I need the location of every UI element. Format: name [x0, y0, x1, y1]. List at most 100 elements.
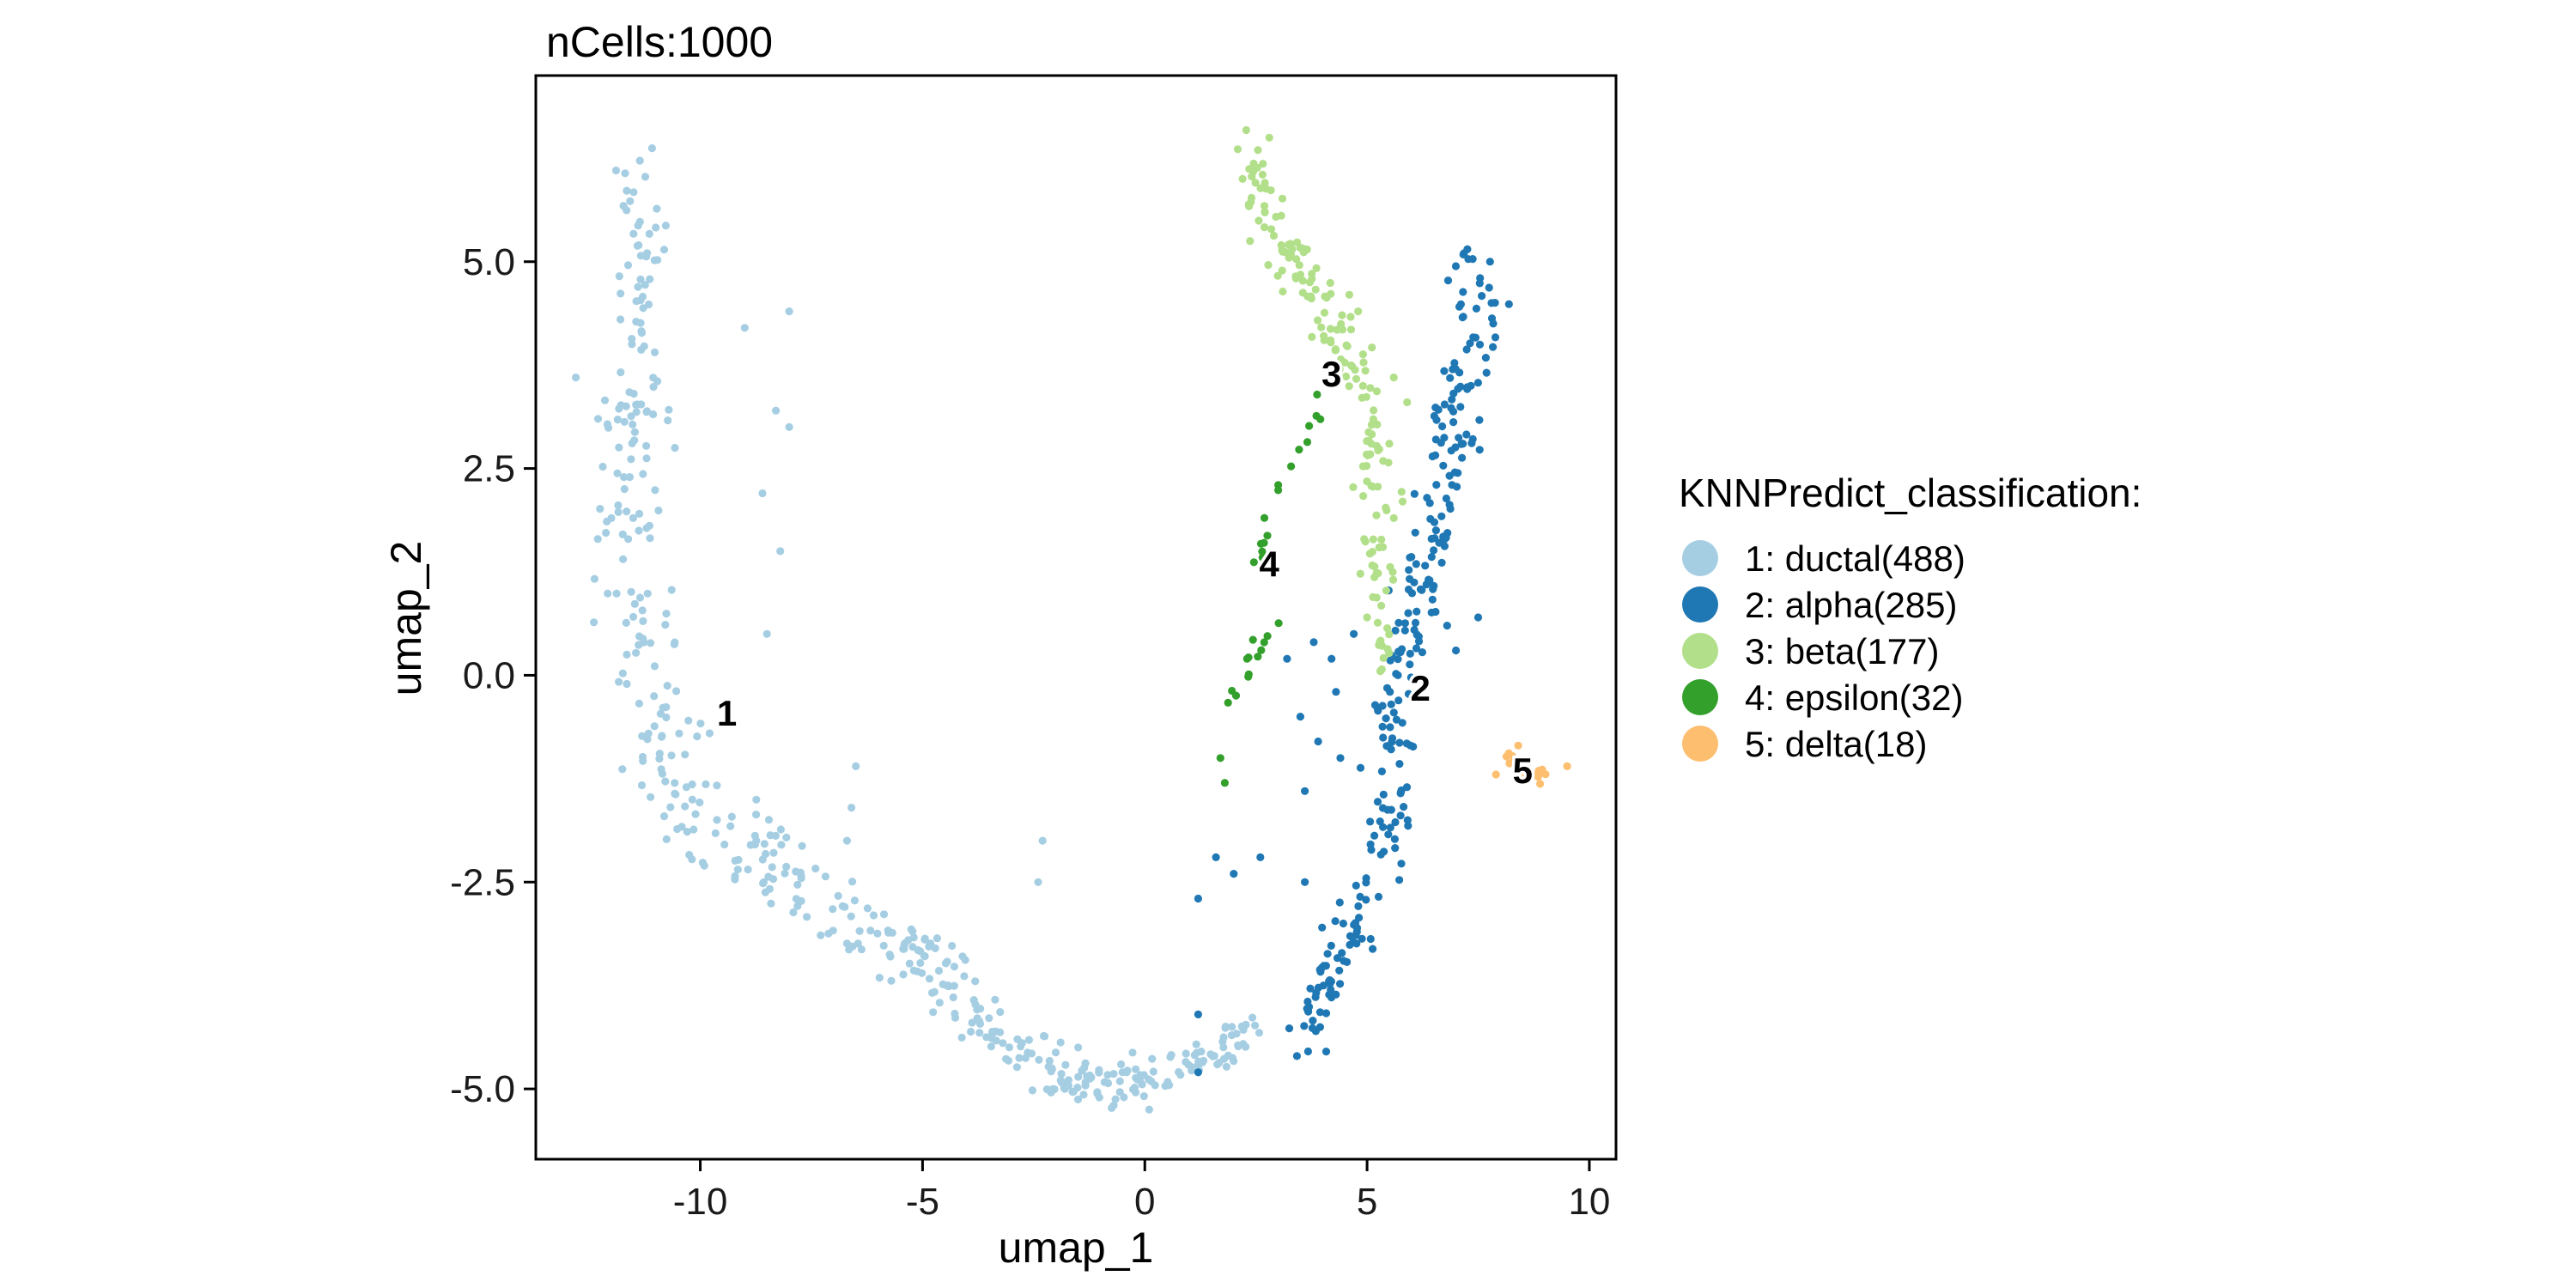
point-cluster-2 [1394, 647, 1403, 656]
point-cluster-2 [1389, 708, 1398, 717]
point-cluster-1 [777, 841, 786, 849]
point-cluster-5 [1492, 770, 1500, 779]
point-cluster-1 [672, 687, 681, 696]
point-cluster-3 [1261, 179, 1269, 187]
point-cluster-3 [1346, 313, 1355, 321]
point-cluster-2 [1352, 919, 1360, 927]
point-cluster-1 [1100, 1078, 1109, 1086]
point-cluster-5 [1521, 774, 1529, 782]
point-cluster-2 [1352, 881, 1360, 890]
point-cluster-1 [1021, 1054, 1030, 1062]
point-cluster-2 [1412, 560, 1420, 568]
point-cluster-1 [630, 599, 639, 609]
point-cluster-1 [663, 682, 671, 690]
point-cluster-1 [1005, 1043, 1014, 1052]
point-cluster-1 [909, 933, 918, 942]
point-cluster-4 [1287, 462, 1296, 471]
point-cluster-2 [1335, 898, 1344, 907]
point-cluster-2 [1376, 850, 1385, 859]
point-cluster-1 [935, 999, 944, 1007]
point-cluster-1 [619, 555, 628, 563]
x-tick-label: -5 [906, 1181, 939, 1223]
legend: KNNPredict_classification: 1: ductal(488… [1679, 471, 2142, 764]
point-cluster-2 [1407, 553, 1416, 562]
point-cluster-1 [1118, 1068, 1127, 1077]
point-cluster-1 [690, 825, 698, 834]
point-cluster-1 [642, 454, 651, 463]
y-axis: -5.0 -2.5 0.0 2.5 5.0 [450, 241, 536, 1110]
point-cluster-3 [1363, 462, 1371, 471]
point-cluster-3 [1298, 276, 1307, 285]
point-cluster-2 [1427, 553, 1436, 562]
cluster-label-1: 1 [717, 693, 737, 733]
point-cluster-1 [691, 810, 700, 818]
point-cluster-1 [1073, 1095, 1083, 1103]
point-cluster-2 [1504, 300, 1513, 308]
point-cluster-2 [1194, 1068, 1202, 1077]
point-cluster-1 [925, 975, 934, 983]
point-cluster-3 [1368, 548, 1376, 556]
point-cluster-1 [655, 750, 664, 758]
point-cluster-2 [1463, 385, 1472, 393]
point-cluster-3 [1386, 562, 1394, 571]
point-cluster-1 [671, 790, 680, 799]
point-cluster-1 [641, 173, 650, 181]
point-cluster-2 [1301, 878, 1309, 886]
point-cluster-2 [1475, 416, 1484, 424]
point-cluster-2 [1451, 262, 1461, 270]
point-cluster-1 [657, 732, 666, 741]
point-cluster-2 [1309, 1017, 1317, 1025]
point-cluster-1 [614, 507, 623, 517]
point-cluster-3 [1372, 387, 1382, 396]
point-cluster-3 [1258, 170, 1267, 179]
point-cluster-3 [1278, 266, 1286, 275]
point-cluster-3 [1279, 287, 1287, 296]
point-cluster-1 [658, 769, 667, 778]
point-cluster-3 [1389, 513, 1398, 523]
point-cluster-1 [928, 988, 937, 997]
point-cluster-2 [1395, 760, 1404, 769]
point-cluster-1 [740, 324, 749, 332]
point-cluster-2 [1405, 566, 1413, 574]
point-cluster-3 [1337, 319, 1346, 328]
point-cluster-1 [671, 779, 679, 787]
point-cluster-1 [623, 507, 631, 516]
point-cluster-2 [1332, 688, 1340, 696]
point-cluster-2 [1336, 754, 1345, 762]
point-cluster-5 [1511, 757, 1520, 766]
point-cluster-4 [1224, 698, 1232, 708]
point-cluster-1 [666, 803, 675, 811]
point-cluster-1 [593, 415, 603, 423]
point-cluster-1 [615, 443, 623, 452]
point-cluster-3 [1308, 275, 1316, 283]
point-cluster-1 [1074, 1043, 1083, 1052]
point-cluster-4 [1274, 619, 1283, 628]
point-cluster-1 [635, 641, 643, 649]
point-cluster-2 [1456, 403, 1465, 411]
point-cluster-1 [646, 534, 654, 543]
point-cluster-3 [1265, 133, 1273, 142]
point-cluster-3 [1345, 290, 1353, 299]
point-cluster-1 [629, 612, 638, 622]
point-cluster-1 [644, 729, 653, 738]
point-cluster-1 [683, 828, 691, 836]
point-cluster-5 [1563, 762, 1571, 771]
point-cluster-2 [1413, 630, 1421, 639]
point-cluster-2 [1296, 713, 1304, 721]
point-cluster-1 [759, 878, 769, 887]
point-cluster-1 [1044, 1062, 1053, 1071]
point-cluster-2 [1456, 382, 1465, 391]
point-cluster-1 [1061, 1060, 1070, 1069]
point-cluster-1 [650, 722, 659, 731]
point-cluster-1 [785, 422, 793, 431]
point-cluster-1 [642, 408, 651, 416]
point-cluster-3 [1238, 174, 1247, 183]
point-cluster-1 [613, 469, 622, 477]
point-cluster-3 [1373, 420, 1382, 428]
point-cluster-1 [744, 866, 752, 874]
point-cluster-1 [632, 318, 641, 326]
legend-swatch-1 [1682, 540, 1718, 576]
point-cluster-4 [1274, 481, 1283, 489]
point-cluster-2 [1400, 803, 1408, 811]
point-cluster-1 [817, 931, 825, 939]
